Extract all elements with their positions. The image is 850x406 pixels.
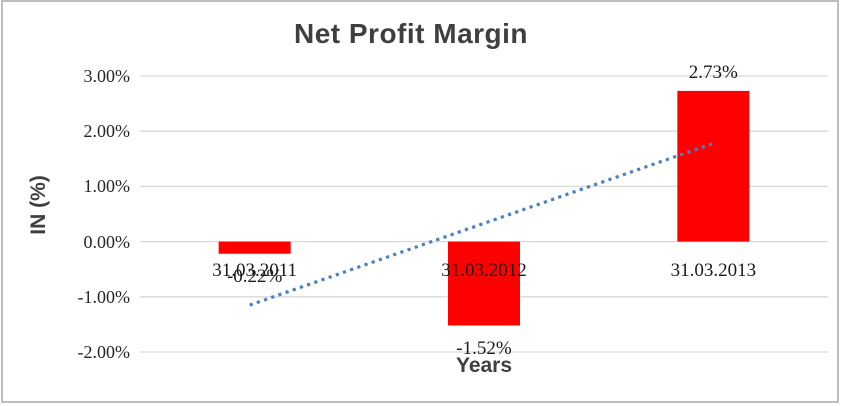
y-axis-tick-label: 2.00% [83, 121, 131, 142]
trendline [249, 141, 714, 307]
y-axis-tick-label: -1.00% [77, 286, 131, 307]
chart-title: Net Profit Margin [293, 18, 529, 49]
y-axis-tick-label: 3.00% [83, 66, 131, 86]
data-label: -0.22% [226, 265, 283, 287]
y-axis-tick-label: 1.00% [83, 176, 131, 197]
data-label: 2.73% [688, 61, 738, 83]
y-axis-tick-label: 0.00% [83, 231, 131, 252]
data-label: -1.52% [456, 337, 512, 359]
category-label: 31.03.2012 [441, 260, 527, 281]
bar-31.03.2011 [218, 241, 291, 254]
category-label: 31.03.2011 [212, 260, 298, 281]
x-axis-title: Years [455, 354, 513, 377]
y-axis-tick-label: -2.00% [77, 342, 131, 362]
bar-31.03.2012 [448, 241, 520, 326]
bar-31.03.2013 [677, 90, 750, 242]
category-label: 31.03.2013 [670, 260, 757, 281]
